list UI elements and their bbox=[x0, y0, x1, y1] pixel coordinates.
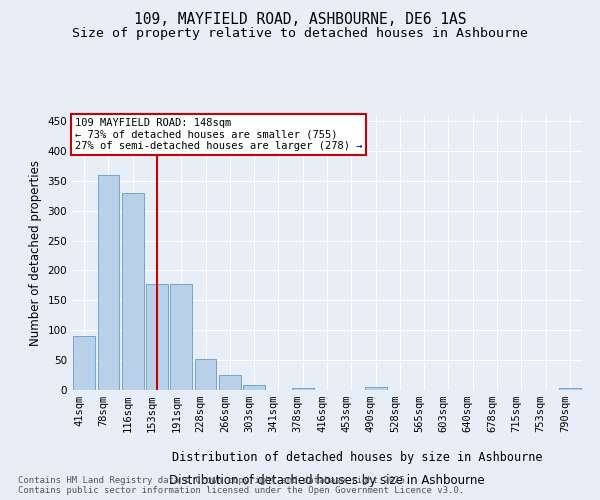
Bar bbox=[243, 385, 265, 390]
Bar bbox=[73, 336, 95, 390]
Text: Size of property relative to detached houses in Ashbourne: Size of property relative to detached ho… bbox=[72, 28, 528, 40]
Bar bbox=[559, 388, 581, 390]
Bar bbox=[97, 175, 119, 390]
Text: Distribution of detached houses by size in Ashbourne: Distribution of detached houses by size … bbox=[172, 451, 542, 464]
X-axis label: Distribution of detached houses by size in Ashbourne: Distribution of detached houses by size … bbox=[169, 474, 485, 487]
Y-axis label: Number of detached properties: Number of detached properties bbox=[29, 160, 42, 346]
Bar bbox=[365, 387, 386, 390]
Bar bbox=[122, 192, 143, 390]
Bar bbox=[170, 284, 192, 390]
Text: 109, MAYFIELD ROAD, ASHBOURNE, DE6 1AS: 109, MAYFIELD ROAD, ASHBOURNE, DE6 1AS bbox=[134, 12, 466, 28]
Bar bbox=[292, 388, 314, 390]
Text: Contains HM Land Registry data © Crown copyright and database right 2025.
Contai: Contains HM Land Registry data © Crown c… bbox=[18, 476, 464, 495]
Bar bbox=[219, 375, 241, 390]
Bar bbox=[146, 284, 168, 390]
Bar bbox=[194, 359, 217, 390]
Text: 109 MAYFIELD ROAD: 148sqm
← 73% of detached houses are smaller (755)
27% of semi: 109 MAYFIELD ROAD: 148sqm ← 73% of detac… bbox=[74, 118, 362, 151]
